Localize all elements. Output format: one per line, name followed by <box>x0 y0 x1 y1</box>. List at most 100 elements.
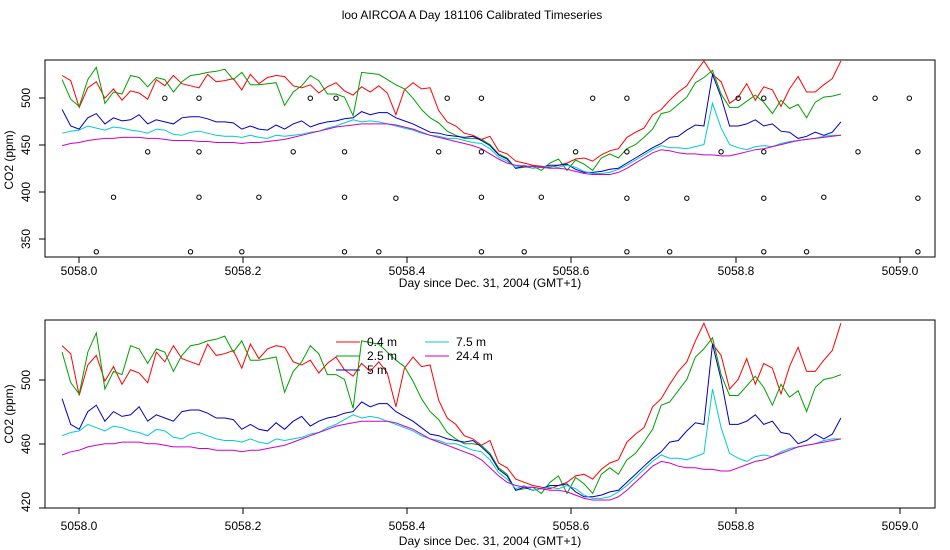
y-axis-label-bottom: CO2 (ppm) <box>2 384 16 443</box>
data-point-16 <box>376 249 382 255</box>
data-point-30 <box>624 195 630 201</box>
x-axis-top: 5058.0 5058.2 5058.4 5058.6 5058.8 5059.… <box>61 257 919 290</box>
legend-label-0: 0.4 m <box>367 335 397 349</box>
data-point-22 <box>478 149 485 155</box>
data-point-8 <box>239 249 245 255</box>
legend-label-1: 2.5 m <box>367 349 397 363</box>
series-group-bottom <box>61 321 842 501</box>
x-axis-bottom: 5058.0 5058.2 5058.4 5058.6 5058.8 5059.… <box>61 508 919 548</box>
data-point-32 <box>667 249 673 255</box>
x-tick-label-top-5: 5059.0 <box>882 264 919 278</box>
data-point-37 <box>761 149 767 155</box>
top-series-line-1 <box>61 65 842 172</box>
data-point-39 <box>761 249 767 255</box>
panel-top: 5058.0 5058.2 5058.4 5058.6 5058.8 5059.… <box>2 59 936 290</box>
y-tick-label-top-3: 500 <box>19 88 33 108</box>
x-tick-label-top-1: 5058.2 <box>225 264 262 278</box>
data-point-24 <box>521 249 527 255</box>
data-point-23 <box>478 95 485 101</box>
data-point-43 <box>872 95 878 101</box>
data-point-35 <box>735 95 741 101</box>
y-tick-label-top-1: 400 <box>19 182 33 202</box>
y-tick-label-top-2: 450 <box>19 135 33 155</box>
points-group-top <box>93 95 921 255</box>
data-point-1 <box>110 194 117 200</box>
panel-bottom: 5058.0 5058.2 5058.4 5058.6 5058.8 5059.… <box>2 319 936 548</box>
data-point-36 <box>761 95 767 101</box>
data-point-19 <box>444 95 450 101</box>
data-point-34 <box>718 149 724 155</box>
top-series-line-4 <box>61 123 841 175</box>
legend-label-2: 5 m <box>367 363 387 377</box>
legend: 0.4 m 2.5 m 5 m 7.5 m 24.4 m <box>336 335 493 377</box>
data-point-41 <box>821 194 827 200</box>
x-tick-label-bottom-4: 5058.8 <box>718 519 755 533</box>
y-axis-label-top: CO2 (ppm) <box>2 130 16 189</box>
figure-title: loo AIRCOA A Day 181106 Calibrated Times… <box>342 8 603 22</box>
data-point-13 <box>341 149 348 155</box>
bottom-series-line-1 <box>61 331 842 495</box>
data-point-12 <box>333 95 339 101</box>
top-series-line-0 <box>61 60 842 168</box>
y-tick-label-top-0: 350 <box>19 229 33 249</box>
data-point-21 <box>478 194 485 200</box>
legend-label-4: 24.4 m <box>456 349 493 363</box>
bottom-series-line-4 <box>61 420 841 501</box>
top-series-line-2 <box>61 72 842 173</box>
data-point-45 <box>915 149 921 155</box>
x-tick-label-bottom-2: 5058.4 <box>389 519 426 533</box>
data-point-6 <box>196 149 202 155</box>
data-point-17 <box>393 195 399 201</box>
y-tick-label-bottom-2: 500 <box>19 370 33 390</box>
x-tick-label-bottom-3: 5058.6 <box>553 519 590 533</box>
data-point-9 <box>256 194 262 200</box>
y-axis-bottom: 420 460 500 CO2 (ppm) <box>2 370 45 512</box>
data-point-33 <box>684 195 690 201</box>
data-point-18 <box>436 149 442 155</box>
x-axis-label-bottom: Day since Dec. 31, 2004 (GMT+1) <box>399 534 581 548</box>
data-point-20 <box>478 249 485 255</box>
plot-frame-top <box>44 59 936 258</box>
data-point-47 <box>915 249 921 255</box>
x-tick-label-top-3: 5058.6 <box>553 264 590 278</box>
x-tick-label-bottom-1: 5058.2 <box>225 519 262 533</box>
data-point-29 <box>624 149 630 155</box>
data-point-25 <box>538 194 544 200</box>
bottom-series-line-2 <box>61 343 842 498</box>
data-point-28 <box>624 95 630 101</box>
data-point-10 <box>290 149 296 155</box>
data-point-11 <box>307 95 313 101</box>
y-axis-top: 350 400 450 500 CO2 (ppm) <box>2 88 45 249</box>
bottom-series-line-3 <box>61 388 841 499</box>
data-point-40 <box>803 249 810 255</box>
x-tick-label-top-4: 5058.8 <box>718 264 755 278</box>
data-point-15 <box>341 249 348 255</box>
legend-label-3: 7.5 m <box>456 335 486 349</box>
data-point-31 <box>624 249 630 255</box>
data-point-44 <box>906 95 912 101</box>
data-point-14 <box>341 194 348 200</box>
data-point-5 <box>196 194 202 200</box>
data-point-0 <box>93 249 100 255</box>
plot-frame-bottom <box>44 319 936 509</box>
data-point-2 <box>145 149 151 155</box>
x-axis-label-top: Day since Dec. 31, 2004 (GMT+1) <box>399 276 581 290</box>
x-tick-label-bottom-5: 5059.0 <box>882 519 919 533</box>
data-point-7 <box>196 95 202 101</box>
y-tick-label-bottom-0: 420 <box>19 492 33 512</box>
x-tick-label-top-2: 5058.4 <box>389 264 426 278</box>
top-series-line-3 <box>61 101 841 174</box>
x-tick-label-bottom-0: 5058.0 <box>61 519 98 533</box>
data-point-4 <box>187 249 194 255</box>
series-group-top <box>61 60 842 175</box>
bottom-series-line-0 <box>61 321 842 490</box>
x-tick-label-top-0: 5058.0 <box>61 264 98 278</box>
data-point-27 <box>590 95 596 101</box>
data-point-26 <box>572 149 579 155</box>
data-point-3 <box>162 95 168 101</box>
data-point-46 <box>915 195 921 201</box>
data-point-38 <box>761 195 767 201</box>
y-tick-label-bottom-1: 460 <box>19 434 33 454</box>
data-point-42 <box>855 149 861 155</box>
